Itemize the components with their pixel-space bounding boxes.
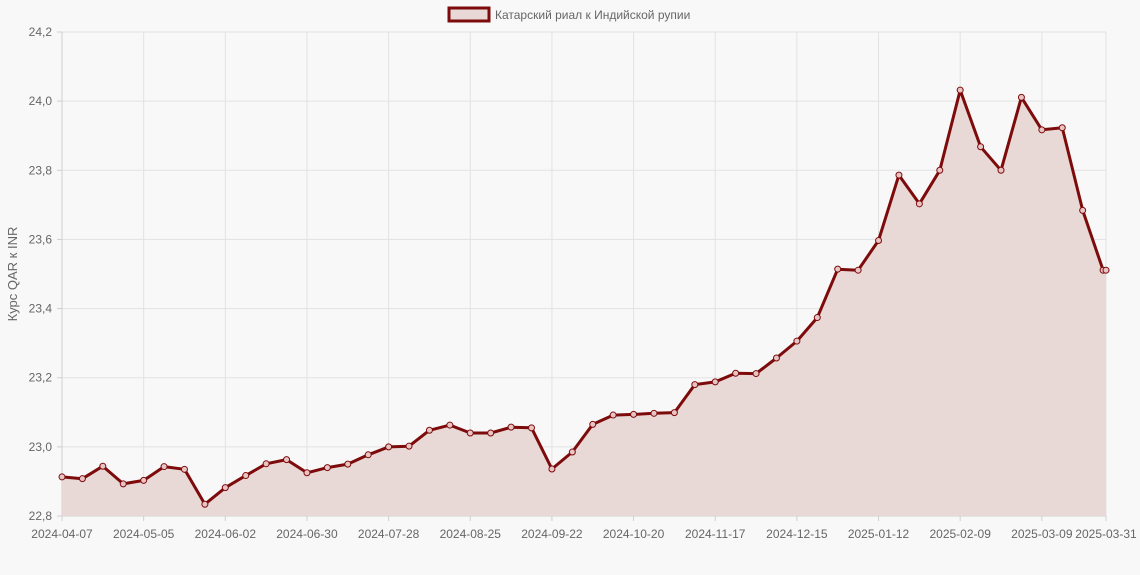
data-point[interactable] <box>446 421 454 429</box>
x-tick-label: 2025-03-09 <box>1011 527 1073 541</box>
data-point[interactable] <box>548 465 556 473</box>
data-point[interactable] <box>201 500 209 508</box>
data-point[interactable] <box>936 166 944 174</box>
data-point[interactable] <box>813 314 821 322</box>
area-shape <box>62 90 1106 516</box>
data-point[interactable] <box>78 475 86 483</box>
y-tick-label: 23,2 <box>29 371 53 385</box>
x-tick-label: 2024-08-25 <box>440 527 502 541</box>
x-tick-label: 2024-05-05 <box>113 527 175 541</box>
data-point[interactable] <box>58 473 66 481</box>
x-tick-label: 2024-07-28 <box>358 527 420 541</box>
legend-label[interactable]: Катарский риал к Индийской рупии <box>495 8 690 22</box>
data-point[interactable] <box>650 409 658 417</box>
x-tick-label: 2025-03-31 <box>1075 527 1137 541</box>
data-point[interactable] <box>160 463 168 471</box>
data-point[interactable] <box>834 265 842 273</box>
y-tick-label: 23,8 <box>29 163 53 177</box>
x-tick-label: 2024-06-02 <box>195 527 257 541</box>
x-tick-label: 2024-06-30 <box>276 527 338 541</box>
y-tick-label: 24,0 <box>29 94 53 108</box>
data-point[interactable] <box>323 464 331 472</box>
data-point[interactable] <box>977 143 985 151</box>
data-point[interactable] <box>528 424 536 432</box>
data-point[interactable] <box>1017 93 1025 101</box>
x-tick-label: 2024-09-22 <box>521 527 583 541</box>
y-tick-label: 23,6 <box>29 232 53 246</box>
area-fill <box>62 90 1106 516</box>
x-tick-label: 2024-11-17 <box>685 527 746 541</box>
data-point[interactable] <box>589 420 597 428</box>
data-point[interactable] <box>303 469 311 477</box>
data-point[interactable] <box>732 369 740 377</box>
x-tick-label: 2024-12-15 <box>766 527 828 541</box>
data-point[interactable] <box>140 476 148 484</box>
data-point[interactable] <box>99 462 107 470</box>
data-point[interactable] <box>1038 126 1046 134</box>
x-tick-label: 2025-01-12 <box>848 527 910 541</box>
data-point[interactable] <box>895 171 903 179</box>
data-point[interactable] <box>1058 124 1066 132</box>
data-point[interactable] <box>793 337 801 345</box>
data-point[interactable] <box>425 426 433 434</box>
y-axis-title: Курс QAR к INR <box>5 227 20 322</box>
data-point[interactable] <box>283 456 291 464</box>
data-point[interactable] <box>630 410 638 418</box>
data-point[interactable] <box>221 484 229 492</box>
x-tick-label: 2025-02-09 <box>929 527 991 541</box>
data-point[interactable] <box>568 448 576 456</box>
y-tick-label: 24,2 <box>29 25 53 39</box>
data-point[interactable] <box>487 429 495 437</box>
y-axis-ticks: 22,8 23,0 23,2 23,4 23,6 23,8 24,0 24,2 <box>29 25 62 523</box>
data-point[interactable] <box>915 200 923 208</box>
data-point[interactable] <box>119 480 127 488</box>
data-point[interactable] <box>385 443 393 451</box>
data-point[interactable] <box>262 460 270 468</box>
data-point[interactable] <box>405 442 413 450</box>
data-points <box>58 86 1110 508</box>
y-tick-label: 23,4 <box>29 302 53 316</box>
x-tick-label: 2024-10-20 <box>603 527 665 541</box>
y-tick-label: 22,8 <box>29 509 53 523</box>
data-point[interactable] <box>711 378 719 386</box>
data-point[interactable] <box>670 409 678 417</box>
x-tick-label: 2024-04-07 <box>31 527 93 541</box>
data-point[interactable] <box>875 236 883 244</box>
data-point[interactable] <box>752 370 760 378</box>
data-point[interactable] <box>180 465 188 473</box>
data-point[interactable] <box>997 166 1005 174</box>
data-point[interactable] <box>364 451 372 459</box>
data-point[interactable] <box>1102 266 1110 274</box>
legend[interactable]: Катарский риал к Индийской рупии <box>447 6 690 23</box>
data-point[interactable] <box>344 460 352 468</box>
x-axis-ticks: 2024-04-07 2024-05-05 2024-06-02 2024-06-30… <box>31 516 1137 541</box>
data-point[interactable] <box>609 411 617 419</box>
y-tick-label: 23,0 <box>29 440 53 454</box>
data-point[interactable] <box>854 266 862 274</box>
data-point[interactable] <box>691 381 699 389</box>
data-point[interactable] <box>466 429 474 437</box>
data-point[interactable] <box>507 423 515 431</box>
data-point[interactable] <box>772 354 780 362</box>
data-point[interactable] <box>242 472 250 480</box>
data-point[interactable] <box>956 86 964 94</box>
legend-swatch[interactable] <box>447 6 491 23</box>
data-point[interactable] <box>1079 206 1087 214</box>
